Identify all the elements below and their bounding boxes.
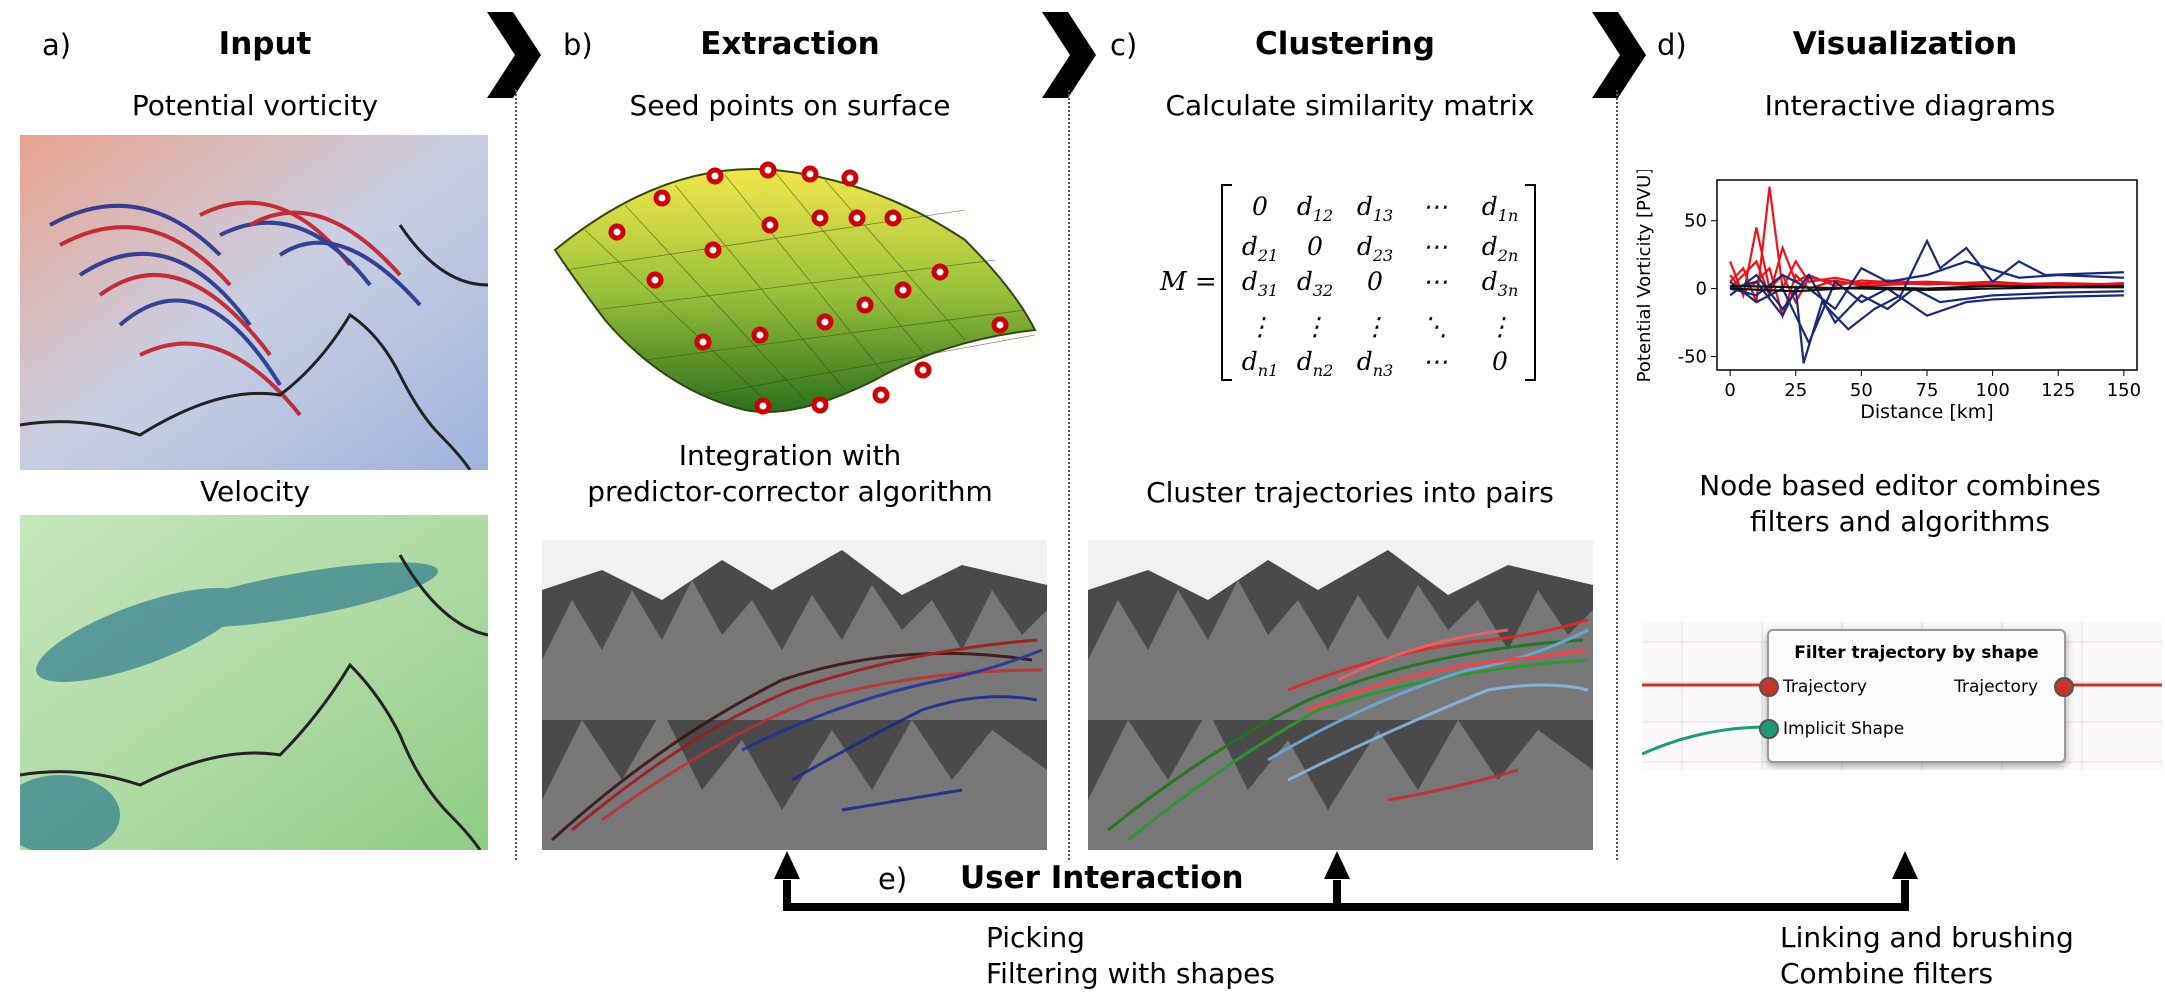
- matrix-cell: d3n: [1482, 267, 1519, 300]
- panel-e-title: User Interaction: [960, 860, 1244, 896]
- extraction-3d-view: [542, 540, 1047, 850]
- panel-a-title: Input: [218, 26, 312, 62]
- node-editor-canvas[interactable]: Filter trajectory by shape Trajectory Im…: [1642, 622, 2162, 770]
- filter-trajectory-node[interactable]: Filter trajectory by shape Trajectory Im…: [1759, 629, 2074, 763]
- chart-x-axis-label: Distance [km]: [1860, 401, 1993, 423]
- matrix-cell: ⋯: [1423, 192, 1448, 221]
- chart-x-tick-label: 150: [2107, 380, 2141, 401]
- matrix-cell: d32: [1297, 267, 1333, 300]
- chart-x-tick-label: 125: [2041, 380, 2075, 401]
- matrix-cell: dn3: [1357, 347, 1394, 380]
- interaction-right-line2: Combine filters: [1780, 957, 1994, 990]
- matrix-cell: ⋱: [1423, 312, 1448, 341]
- matrix-cell: 0: [1252, 192, 1268, 221]
- chart-y-axis-label: Potential Vorticity [PVU]: [1634, 170, 1655, 382]
- matrix-lhs: M =: [1159, 267, 1217, 297]
- divider-line: [1068, 90, 1070, 860]
- input-port-implicit-shape[interactable]: [1759, 719, 1779, 739]
- panel-b-title: Extraction: [700, 26, 880, 62]
- matrix-cell: ⋯: [1423, 347, 1448, 376]
- panel-d-caption-line1: Node based editor combines: [1699, 469, 2101, 502]
- panel-d-subtitle: Interactive diagrams: [1764, 89, 2056, 122]
- matrix-cell: dn1: [1242, 347, 1279, 380]
- panel-c-caption: Cluster trajectories into pairs: [1146, 476, 1554, 509]
- matrix-cell: 0: [1307, 232, 1323, 261]
- chart-x-tick-label: 0: [1724, 380, 1735, 401]
- interaction-left-text: Picking Filtering with shapes: [986, 920, 1275, 992]
- matrix-cell: 0: [1492, 347, 1508, 376]
- panel-a-subtitle-velocity: Velocity: [200, 475, 310, 508]
- chart-series-line: [1729, 260, 2124, 311]
- input-port-trajectory[interactable]: [1759, 677, 1779, 697]
- input-label-implicit-shape: Implicit Shape: [1783, 719, 1905, 739]
- seed-surface: [553, 161, 1037, 415]
- clustering-3d-view: [1088, 540, 1593, 850]
- panel-a-subtitle: Potential vorticity: [131, 89, 379, 122]
- matrix-cell: d13: [1357, 192, 1393, 225]
- input-label-trajectory: Trajectory: [1783, 677, 1867, 697]
- chart-y-tick-label: 50: [1684, 211, 1707, 232]
- matrix-cell: d1n: [1482, 192, 1519, 225]
- divider-line: [1616, 90, 1618, 860]
- chevron-arrow-icon: [1592, 12, 1646, 98]
- panel-b-letter: b): [563, 28, 593, 62]
- matrix-cell: dn2: [1297, 347, 1334, 380]
- chart-x-tick-label: 75: [1916, 380, 1939, 401]
- panel-b-caption-line1: Integration with: [678, 439, 902, 472]
- matrix-cell: d12: [1297, 192, 1333, 225]
- panel-a-letter: a): [42, 28, 72, 62]
- panel-c-letter: c): [1110, 28, 1138, 62]
- panel-b-caption-line2: predictor-corrector algorithm: [587, 475, 993, 508]
- panel-d-caption-line2: filters and algorithms: [1750, 505, 2050, 538]
- matrix-cell: 0: [1367, 267, 1383, 296]
- matrix-cell: d31: [1242, 267, 1278, 300]
- matrix-cell: ⋮: [1248, 312, 1273, 341]
- chevron-arrow-icon: [487, 12, 541, 98]
- panel-d-letter: d): [1657, 28, 1687, 62]
- chart-series-line: [1730, 284, 2124, 292]
- interaction-left-line2: Filtering with shapes: [986, 957, 1275, 990]
- panel-d-caption: Node based editor combines filters and a…: [1660, 468, 2140, 540]
- interaction-right-text: Linking and brushing Combine filters: [1780, 920, 2074, 992]
- panel-e-letter: e): [878, 862, 908, 896]
- pv-line-chart: 0 25 50 75 100 125 150 -50 0 50 Distance [km] Pot…: [1634, 170, 2141, 423]
- panel-c-title: Clustering: [1255, 26, 1435, 62]
- potential-vorticity-map: [20, 135, 488, 470]
- chart-x-tick-label: 25: [1784, 380, 1807, 401]
- matrix-cell: ⋯: [1423, 267, 1448, 296]
- chart-y-tick-label: 0: [1696, 279, 1707, 300]
- chart-y-tick-label: -50: [1678, 346, 1707, 367]
- matrix-cell: d2n: [1482, 232, 1519, 265]
- output-label-trajectory: Trajectory: [1954, 677, 2038, 697]
- output-port-trajectory[interactable]: [2054, 677, 2074, 697]
- matrix-cell: ⋮: [1303, 312, 1328, 341]
- matrix-cell: ⋮: [1363, 312, 1388, 341]
- node-title: Filter trajectory by shape: [1794, 643, 2039, 663]
- matrix-cell: d21: [1242, 232, 1278, 265]
- chart-x-tick-label: 50: [1850, 380, 1873, 401]
- matrix-cell: d23: [1357, 232, 1393, 265]
- interaction-right-line1: Linking and brushing: [1780, 921, 2074, 954]
- chart-x-tick-label: 100: [1975, 380, 2009, 401]
- chevron-arrow-icon: [1042, 12, 1096, 98]
- matrix-cell: ⋯: [1423, 232, 1448, 261]
- interaction-connector: [774, 851, 1918, 911]
- panel-b-caption: Integration with predictor-corrector alg…: [560, 438, 1020, 510]
- divider-line: [515, 90, 517, 860]
- interaction-left-line1: Picking: [986, 921, 1085, 954]
- panel-c-subtitle: Calculate similarity matrix: [1165, 89, 1535, 122]
- panel-b-subtitle: Seed points on surface: [629, 89, 951, 122]
- velocity-map: [20, 515, 488, 850]
- chart-series-line: [1729, 273, 2124, 325]
- matrix-cell: ⋮: [1488, 312, 1513, 341]
- panel-d-title: Visualization: [1792, 26, 2018, 62]
